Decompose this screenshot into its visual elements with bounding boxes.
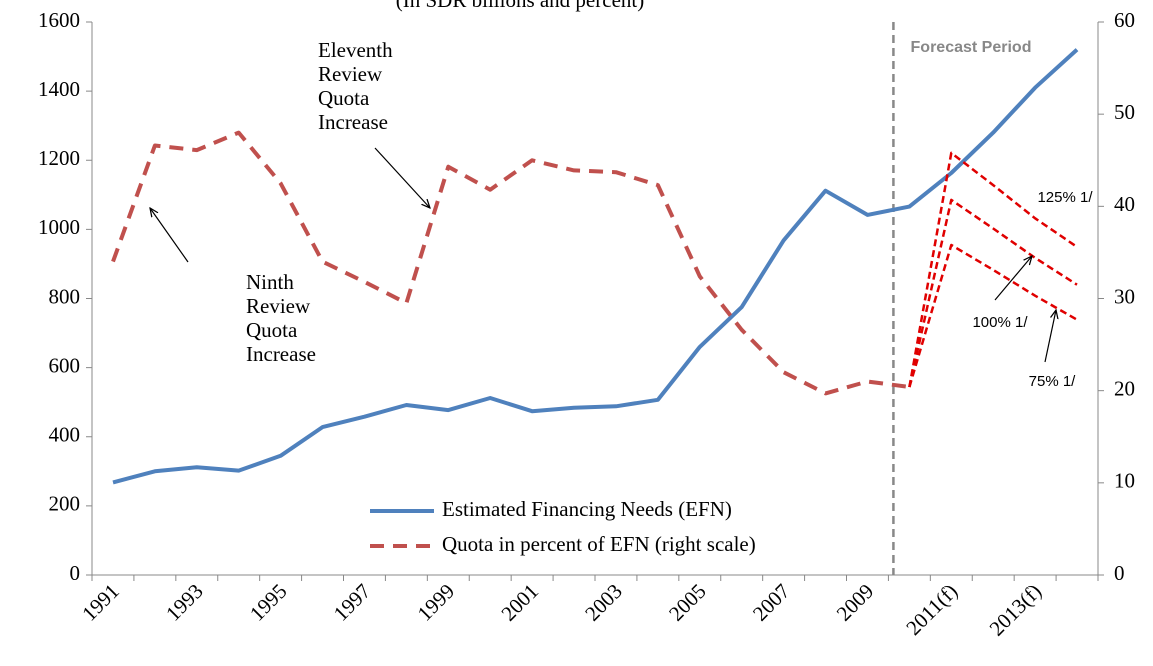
y-tick-label: 600	[49, 353, 81, 377]
x-tick-label: 2001	[496, 579, 543, 626]
forecast-label: Forecast Period	[911, 39, 1032, 56]
y2-tick-label: 20	[1114, 376, 1135, 400]
annotation-arrow	[374, 147, 430, 208]
x-tick-label: 1991	[77, 579, 124, 626]
x-tick-label: 1995	[245, 579, 292, 626]
y-tick-label: 1600	[38, 8, 80, 32]
y-tick-label: 1400	[38, 77, 80, 101]
annotation-text: Eleventh	[318, 38, 393, 62]
series-line	[908, 198, 1078, 388]
y2-tick-label: 50	[1114, 100, 1135, 124]
y-tick-label: 200	[49, 492, 81, 516]
annotation-text: Increase	[318, 110, 388, 134]
annotation-text: Ninth	[246, 270, 294, 294]
x-tick-label: 2005	[664, 579, 711, 626]
y-tick-label: 800	[49, 284, 81, 308]
y2-tick-label: 60	[1114, 8, 1135, 32]
x-tick-label: 2007	[748, 579, 795, 626]
x-tick-label: 2013(f)	[985, 579, 1047, 641]
x-tick-label: 2011(f)	[901, 579, 962, 640]
annotation-text: Increase	[246, 342, 316, 366]
x-tick-label: 1993	[161, 579, 208, 626]
series-line	[112, 48, 1079, 485]
x-tick-label: 2009	[832, 579, 879, 626]
x-tick-label: 2003	[580, 579, 627, 626]
y-tick-label: 400	[49, 423, 81, 447]
legend-label: Estimated Financing Needs (EFN)	[442, 497, 732, 521]
annotation-arrow	[1044, 310, 1056, 363]
y-tick-label: 0	[70, 561, 81, 585]
annotation-text: Quota	[318, 86, 370, 110]
y2-tick-label: 40	[1114, 192, 1135, 216]
annotation-text: Review	[246, 294, 311, 318]
y-tick-label: 1000	[38, 215, 80, 239]
x-tick-label: 1999	[413, 579, 460, 626]
scenario-label: 75% 1/	[1029, 373, 1077, 390]
annotation-arrow	[994, 256, 1032, 301]
series-line	[908, 151, 1078, 388]
x-tick-label: 1997	[329, 579, 376, 626]
y2-tick-label: 30	[1114, 284, 1135, 308]
y2-tick-label: 0	[1114, 561, 1125, 585]
annotation-text: Review	[318, 62, 383, 86]
scenario-label: 100% 1/	[972, 314, 1028, 331]
y2-tick-label: 10	[1114, 469, 1135, 493]
scenario-label: 125% 1/	[1037, 189, 1093, 206]
annotation-text: Quota	[246, 318, 298, 342]
annotation-arrow	[150, 208, 189, 263]
legend-label: Quota in percent of EFN (right scale)	[442, 532, 756, 556]
series-line	[111, 130, 910, 396]
chart-subtitle: (In SDR billions and percent)	[396, 0, 644, 12]
y-tick-label: 1200	[38, 146, 80, 170]
